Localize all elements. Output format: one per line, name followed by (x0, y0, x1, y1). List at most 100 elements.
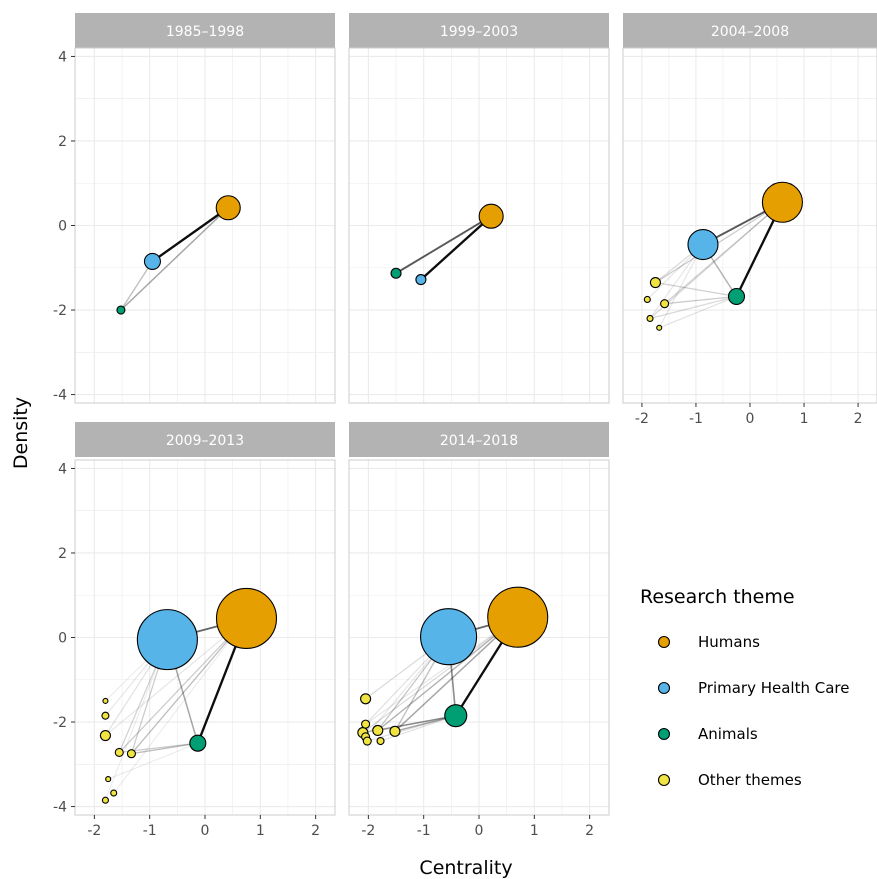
legend-key (657, 727, 671, 741)
facet-panel: 1985–1998 4 2 0 -2 -4 (53, 13, 336, 404)
theme-node (126, 749, 136, 759)
theme-node (389, 725, 401, 737)
y-axis-title: Density (10, 397, 32, 469)
network-edge (120, 207, 229, 311)
network-edge (367, 715, 456, 742)
theme-node (487, 586, 549, 648)
facet-strip (75, 422, 335, 457)
y-tick-label: -2 (53, 303, 67, 319)
panel-border (348, 47, 610, 404)
x-tick-label: 1 (800, 411, 809, 427)
theme-node (727, 287, 746, 306)
y-tick-label: 0 (58, 219, 67, 235)
network-edge (105, 618, 247, 736)
facet-strip (349, 422, 609, 457)
theme-node (478, 203, 504, 229)
facet-strip (75, 13, 335, 48)
facet-strip-label: 2004–2008 (711, 24, 789, 40)
legend: Research theme Humans Primary Health Care A… (640, 586, 850, 789)
theme-node (136, 609, 198, 671)
theme-node (101, 796, 109, 804)
facet-strip-label: 1999–2003 (440, 24, 518, 40)
theme-node (110, 789, 118, 797)
theme-node (415, 274, 427, 286)
legend-key (657, 681, 671, 695)
y-tick-label: 4 (58, 461, 67, 477)
theme-node (105, 776, 112, 783)
theme-node (99, 729, 111, 742)
facet-strip-label: 1985–1998 (166, 24, 244, 40)
theme-node (687, 228, 719, 261)
theme-node (376, 736, 385, 746)
theme-node (360, 693, 372, 705)
facet-panel: 2014–2018 -2 -1 0 1 2 (348, 422, 610, 839)
theme-node (390, 267, 402, 279)
x-axis-title: Centrality (419, 857, 512, 879)
facet-panel: 2004–2008 -2 -1 0 1 2 (622, 13, 877, 427)
theme-node (361, 719, 371, 729)
theme-node (372, 724, 384, 737)
network-edge (664, 201, 783, 305)
theme-node (116, 305, 126, 315)
network-edge (395, 215, 492, 275)
network-edge (380, 715, 456, 742)
y-tick-label: -2 (53, 715, 67, 731)
x-tick-label: 1 (256, 823, 265, 839)
legend-label: Primary Health Care (698, 679, 850, 697)
theme-node (660, 299, 670, 309)
x-tick-label: 2 (854, 411, 863, 427)
theme-node (643, 295, 651, 304)
network-edge (655, 201, 783, 284)
theme-node (102, 697, 109, 704)
x-tick-label: -2 (87, 823, 101, 839)
theme-node (189, 734, 207, 752)
theme-node (215, 195, 241, 221)
facet-strip-label: 2014–2018 (440, 433, 518, 449)
facet-panel: 1999–2003 (348, 13, 610, 404)
network-edge (120, 261, 154, 311)
y-tick-label: 2 (58, 546, 67, 562)
x-tick-label: 2 (311, 823, 320, 839)
legend-label: Animals (698, 725, 758, 743)
network-edge (658, 295, 737, 329)
x-tick-label: 0 (475, 823, 484, 839)
network-edge (420, 215, 492, 281)
theme-node (761, 181, 803, 223)
network-edge (649, 295, 737, 320)
x-tick-label: -2 (635, 411, 649, 427)
network-edge (365, 616, 519, 725)
theme-node (420, 608, 478, 666)
legend-label: Humans (698, 633, 760, 651)
theme-node (649, 277, 661, 289)
network-edge (107, 742, 199, 780)
y-tick-label: 4 (58, 49, 67, 65)
network-edge (118, 618, 247, 753)
x-tick-label: 0 (746, 411, 755, 427)
theme-node (215, 587, 278, 650)
theme-node (656, 324, 663, 331)
y-tick-label: 2 (58, 134, 67, 150)
legend-label: Other themes (698, 771, 802, 789)
x-tick-label: 1 (530, 823, 539, 839)
x-tick-label: 0 (201, 823, 210, 839)
network-edge (658, 244, 704, 329)
x-tick-label: -1 (143, 823, 157, 839)
network-edge (664, 295, 737, 305)
facet-strip (349, 13, 609, 48)
network-edge (649, 201, 783, 319)
theme-node (143, 252, 161, 270)
facet-panel: 2009–2013 -2 -1 0 1 2 4 2 0 -2 -4 (53, 422, 336, 839)
theme-node (101, 711, 110, 720)
x-tick-label: 2 (585, 823, 594, 839)
legend-key (657, 773, 671, 787)
facet-strip-label: 2009–2013 (166, 433, 244, 449)
network-edge (131, 742, 198, 755)
x-tick-label: -1 (417, 823, 431, 839)
y-tick-label: 0 (58, 631, 67, 647)
network-edge (113, 618, 247, 794)
x-tick-label: -2 (361, 823, 375, 839)
facet-strip (623, 13, 877, 48)
network-edge (655, 281, 737, 298)
